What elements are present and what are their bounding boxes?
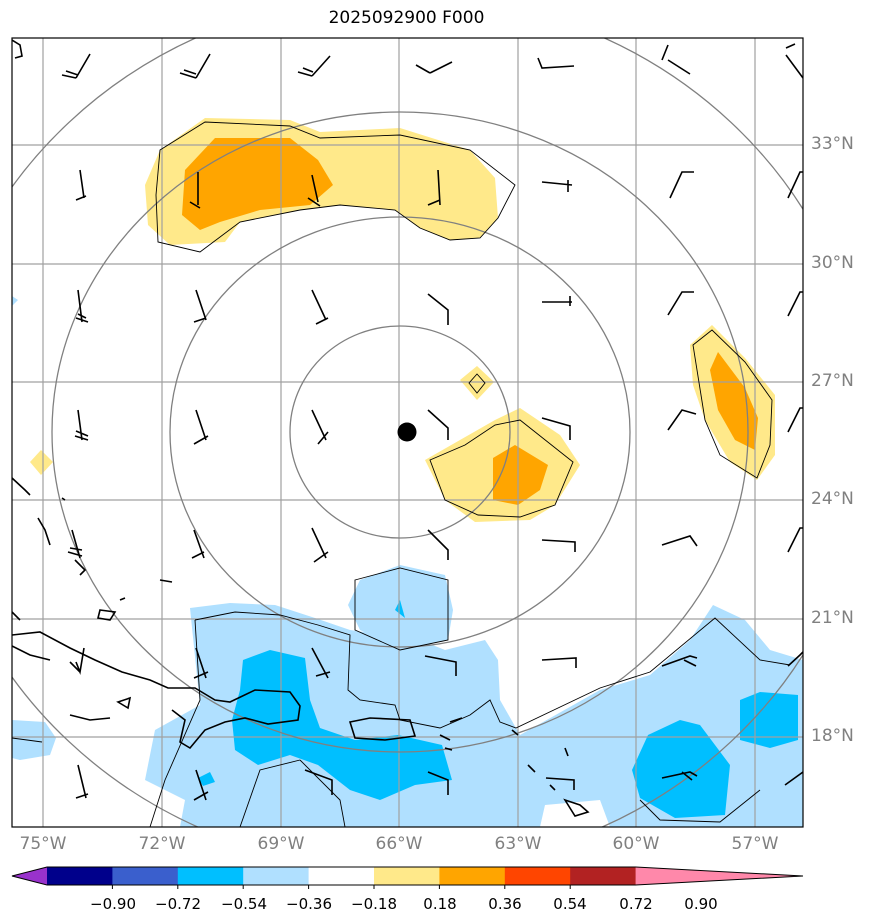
lat-lon-grid (12, 38, 803, 827)
lat-label-30n: 30°N (811, 253, 854, 273)
colorbar-segment (177, 867, 244, 885)
positive-anomaly-fill (30, 118, 775, 522)
lon-label-66w: 66°W (375, 834, 423, 854)
map-title: 2025092900 F000 (328, 8, 485, 28)
lat-label-24n: 24°N (811, 489, 854, 509)
range-rings (12, 38, 803, 827)
wind-barbs (61, 43, 803, 801)
colorbar-segment (570, 867, 637, 885)
colorbar-segment (439, 867, 506, 885)
colorbar-tick-label: 0.18 (423, 895, 457, 913)
colorbar-tick-label: −0.36 (286, 895, 332, 913)
colorbar-segment (374, 867, 440, 885)
colorbar-tick-label: 0.54 (553, 895, 587, 913)
lon-label-75w: 75°W (19, 834, 67, 854)
colorbar-segment (47, 867, 113, 885)
colorbar-segment (504, 867, 571, 885)
lon-label-60w: 60°W (612, 834, 660, 854)
colorbar-segment (308, 867, 375, 885)
colorbar-tick-label: 0.90 (684, 895, 718, 913)
colorbar-outline (11, 866, 804, 886)
colorbar-segment (243, 867, 310, 885)
lat-label-21n: 21°N (811, 608, 854, 628)
lon-label-69w: 69°W (257, 834, 305, 854)
colorbar-segment (112, 867, 179, 885)
colorbar-extend-high (635, 867, 803, 885)
lon-label-72w: 72°W (138, 834, 186, 854)
coastlines (12, 39, 590, 817)
colorbar-tick-label: 0.72 (619, 895, 653, 913)
contour-lines (12, 121, 791, 827)
lat-label-33n: 33°N (811, 134, 854, 154)
colorbar-extend-low (12, 867, 47, 885)
colorbar-tick-label: −0.90 (90, 895, 136, 913)
colorbar-tick-label: −0.54 (221, 895, 267, 913)
map-panel (12, 38, 803, 827)
colorbar (11, 866, 804, 889)
colorbar-tick-label: −0.18 (351, 895, 397, 913)
lon-label-57w: 57°W (731, 834, 779, 854)
map-frame (11, 37, 804, 828)
colorbar-tick-label: 0.36 (488, 895, 522, 913)
lon-label-63w: 63°W (494, 834, 542, 854)
lat-label-18n: 18°N (811, 726, 854, 746)
storm-center-marker (397, 422, 417, 442)
lat-label-27n: 27°N (811, 371, 854, 391)
colorbar-tick-label: −0.72 (155, 895, 201, 913)
